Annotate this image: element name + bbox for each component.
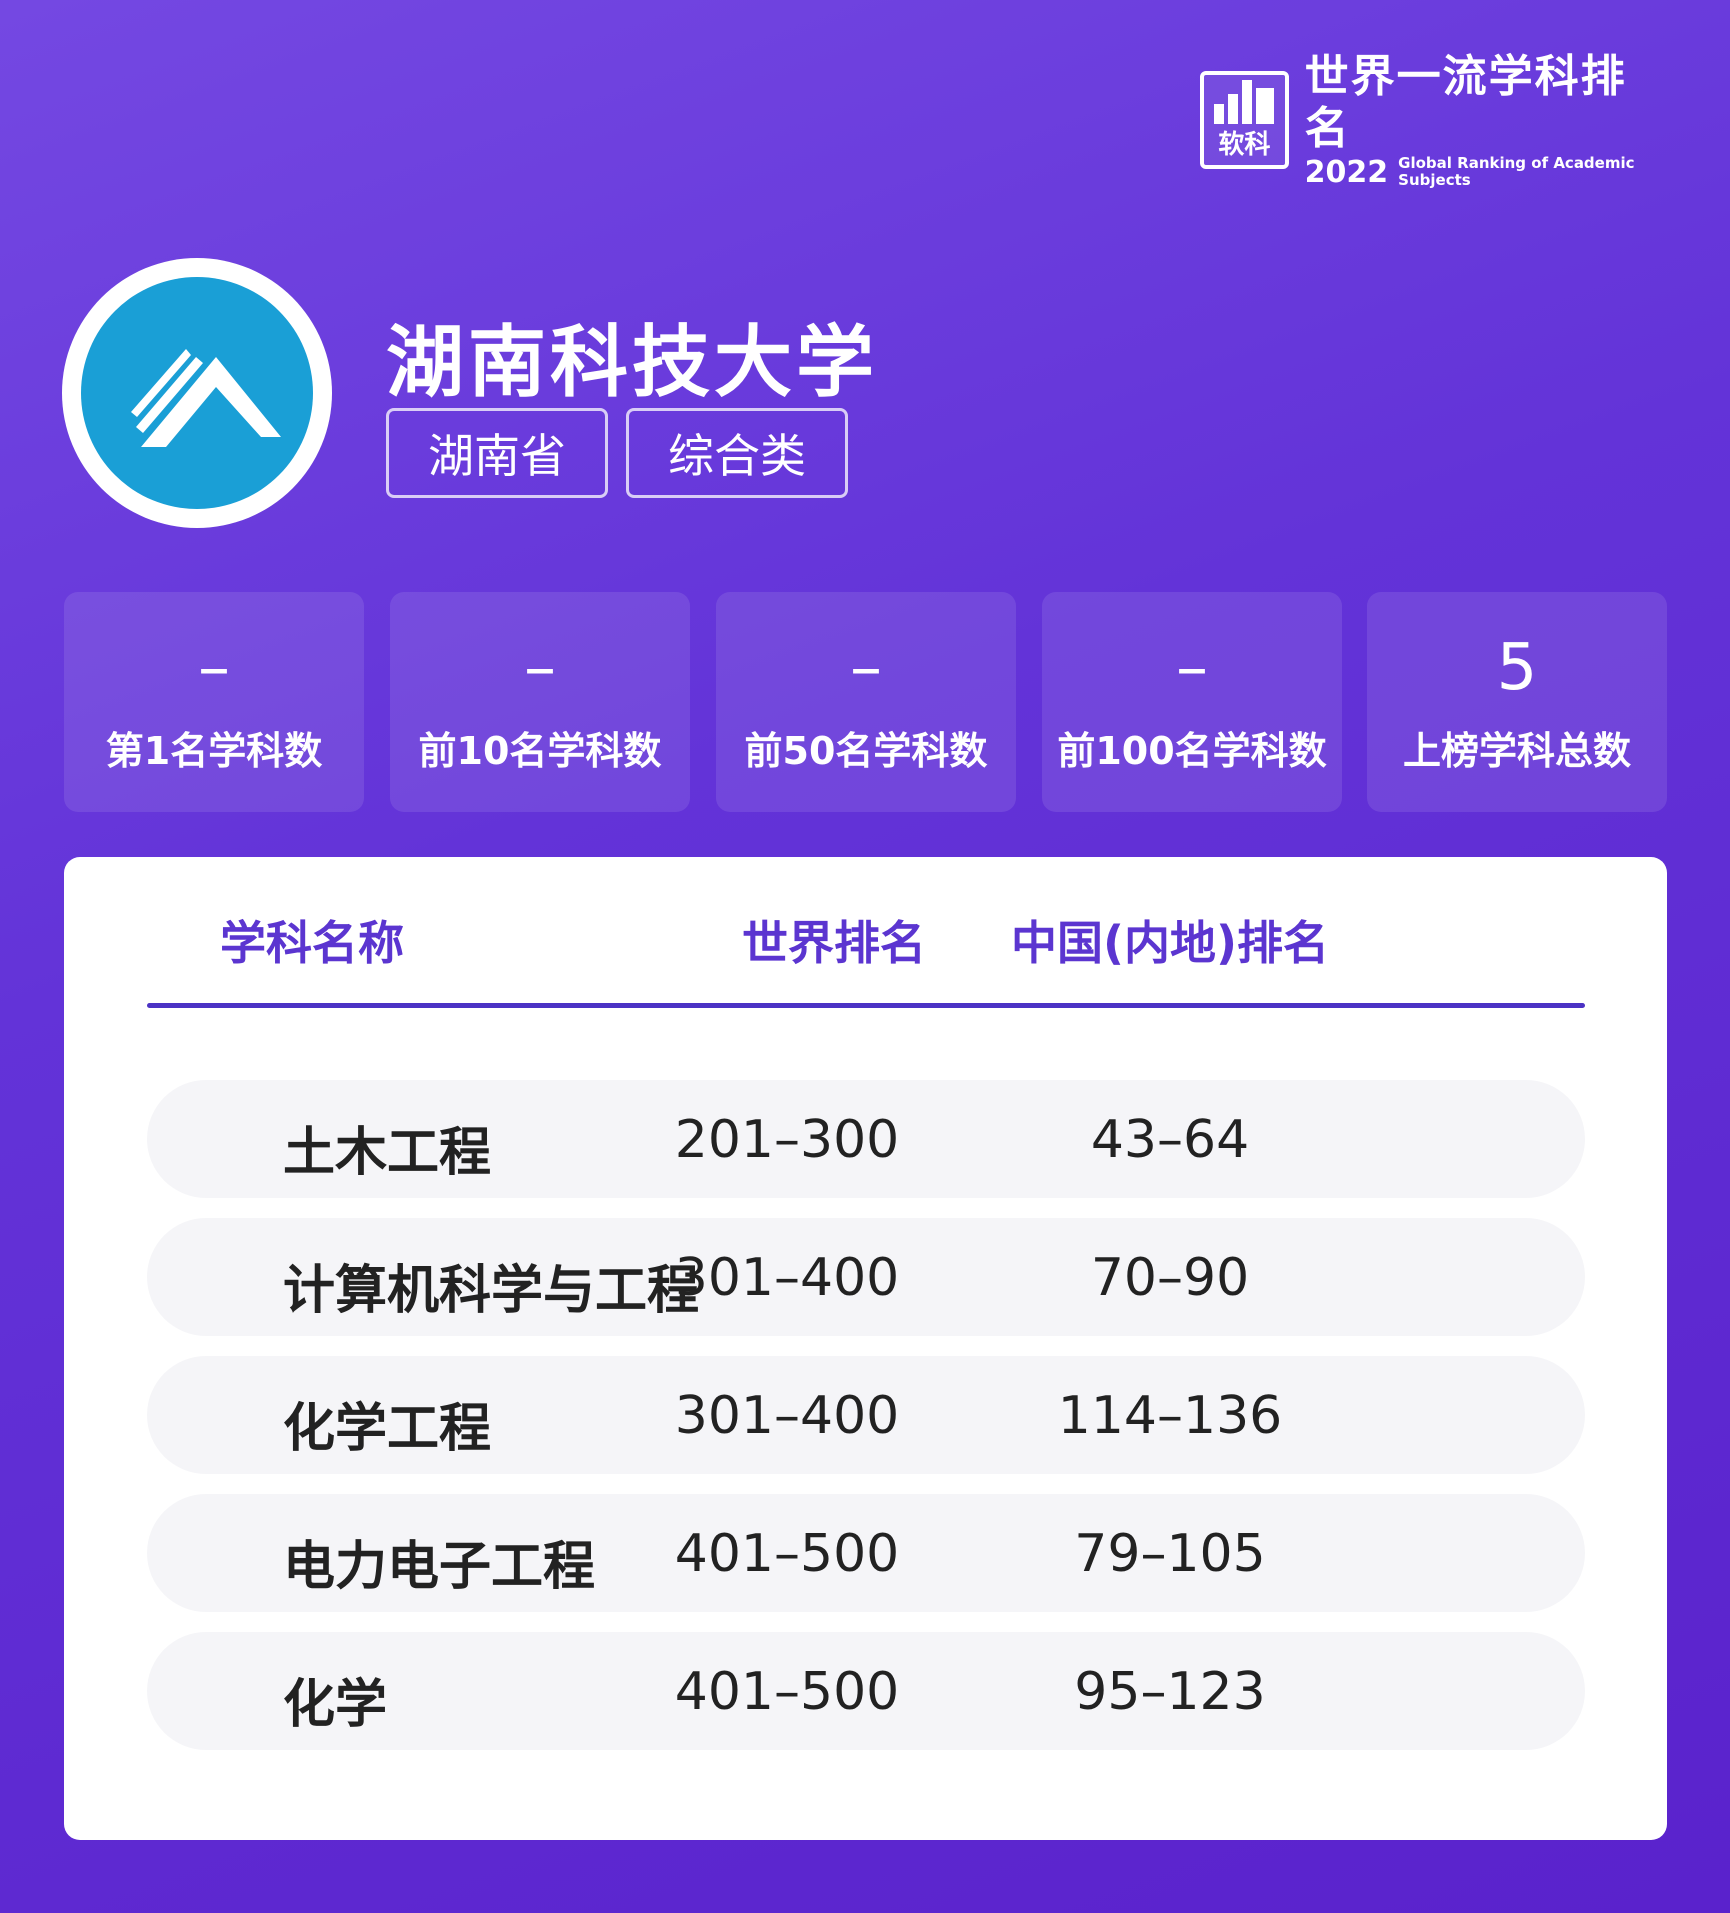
china-rank: 70–90	[1090, 1248, 1250, 1308]
stat-value: 5	[1496, 631, 1538, 705]
category-tag: 综合类	[626, 408, 848, 498]
world-rank: 301–400	[674, 1386, 900, 1446]
university-name: 湖南科技大学	[386, 318, 879, 408]
brand-title: 世界一流学科排名	[1304, 50, 1627, 154]
stat-label: 第1名学科数	[105, 729, 323, 773]
province-tag: 湖南省	[386, 408, 608, 498]
world-rank: 201–300	[674, 1110, 900, 1170]
brand-logo: 软科	[1200, 71, 1289, 169]
china-rank: 43–64	[1090, 1110, 1250, 1170]
stat-label: 上榜学科总数	[1402, 729, 1631, 773]
shanghairanking-brand: 软科 世界一流学科排名 2022 Global Ranking of Acade…	[1200, 51, 1670, 190]
stat-label: 前50名学科数	[744, 729, 988, 773]
ranking-table: 学科名称 世界排名 中国(内地)排名 土木工程 201–300 43–64 计算机科学…	[64, 857, 1667, 1840]
stat-value: –	[198, 631, 230, 705]
header-china-rank: 中国(内地)排名	[1010, 916, 1330, 970]
stat-card: – 前100名学科数	[1042, 592, 1342, 812]
stat-card: – 前50名学科数	[716, 592, 1016, 812]
table-row: 化学 401–500 95–123	[147, 1632, 1585, 1750]
table-row: 电力电子工程 401–500 79–105	[147, 1494, 1585, 1612]
subject-name: 电力电子工程	[283, 1537, 596, 1597]
brand-logo-text: 软科	[1218, 129, 1271, 160]
brand-year: 2022	[1304, 154, 1389, 190]
header-subject: 学科名称	[220, 916, 404, 970]
header-divider	[147, 1003, 1585, 1008]
stat-card: 5 上榜学科总数	[1367, 592, 1667, 812]
china-rank: 79–105	[1074, 1524, 1266, 1584]
subject-name: 化学工程	[283, 1399, 492, 1459]
table-row: 计算机科学与工程 301–400 70–90	[147, 1218, 1585, 1336]
stat-label: 前100名学科数	[1057, 729, 1327, 773]
world-rank: 401–500	[674, 1662, 900, 1722]
china-rank: 95–123	[1074, 1662, 1266, 1722]
header-world-rank: 世界排名	[742, 916, 926, 970]
stat-value: –	[850, 631, 882, 705]
stat-value: –	[1176, 631, 1208, 705]
stat-label: 前10名学科数	[418, 729, 662, 773]
stat-value: –	[524, 631, 556, 705]
table-row: 化学工程 301–400 114–136	[147, 1356, 1585, 1474]
subject-name: 土木工程	[283, 1123, 492, 1183]
university-logo	[62, 258, 332, 528]
world-rank: 401–500	[674, 1524, 900, 1584]
stat-card: – 前10名学科数	[390, 592, 690, 812]
world-rank: 301–400	[674, 1248, 900, 1308]
brand-subtitle: Global Ranking of Academic Subjects	[1398, 154, 1635, 189]
subject-name: 化学	[283, 1675, 388, 1735]
stat-card: – 第1名学科数	[64, 592, 364, 812]
subject-name: 计算机科学与工程	[283, 1261, 700, 1321]
table-row: 土木工程 201–300 43–64	[147, 1080, 1585, 1198]
china-rank: 114–136	[1057, 1386, 1283, 1446]
